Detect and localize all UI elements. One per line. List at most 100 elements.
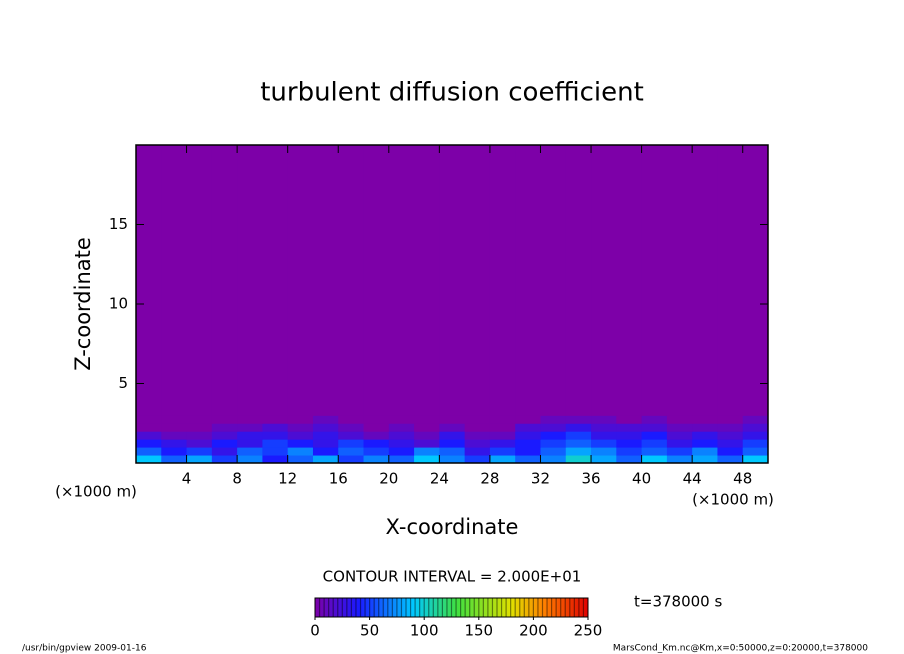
cell xyxy=(186,423,213,432)
cell xyxy=(591,439,617,448)
cell xyxy=(515,455,541,464)
cell xyxy=(591,447,617,456)
cell xyxy=(489,439,516,448)
cell xyxy=(742,145,769,416)
cell xyxy=(464,145,491,416)
cell xyxy=(363,447,390,456)
cell xyxy=(287,447,314,456)
cell xyxy=(136,415,162,424)
y-tick-label: 15 xyxy=(109,215,128,233)
footer-right: MarsCond_Km.nc@Km,x=0:50000,z=0:20000,t=… xyxy=(613,644,868,654)
cell xyxy=(338,455,365,464)
cell xyxy=(237,455,263,464)
cell xyxy=(186,447,213,456)
x-unit-label: (×1000 m) xyxy=(692,491,774,509)
cell xyxy=(262,455,289,464)
cell xyxy=(186,431,213,440)
cell xyxy=(312,423,339,432)
cell xyxy=(489,447,516,456)
cell xyxy=(717,431,744,440)
colorbar xyxy=(315,598,588,617)
cell xyxy=(136,145,162,416)
cell xyxy=(388,415,415,424)
cell xyxy=(287,423,314,432)
cell xyxy=(414,431,440,440)
cell xyxy=(464,439,491,448)
cell xyxy=(186,439,213,448)
x-tick-label: 4 xyxy=(182,470,192,488)
cell xyxy=(616,431,643,440)
cell xyxy=(186,455,213,464)
cell xyxy=(742,447,769,456)
x-tick-label: 12 xyxy=(278,470,297,488)
cell xyxy=(641,431,668,440)
cell xyxy=(591,145,617,416)
cell xyxy=(363,455,390,464)
cell xyxy=(211,431,238,440)
cell xyxy=(262,439,289,448)
cell xyxy=(742,439,769,448)
colorbar-tick-label: 200 xyxy=(519,622,548,640)
x-tick-label: 44 xyxy=(683,470,702,488)
colorbar-frame xyxy=(314,597,589,618)
cell xyxy=(742,431,769,440)
cell xyxy=(641,423,668,432)
cell xyxy=(287,431,314,440)
cell xyxy=(666,439,693,448)
contour-interval: CONTOUR INTERVAL = 2.000E+01 xyxy=(323,568,582,586)
x-unit-label: (×1000 m) xyxy=(55,483,137,501)
x-tick-label: 36 xyxy=(581,470,600,488)
cell xyxy=(717,423,744,432)
cell xyxy=(692,439,718,448)
cell xyxy=(439,145,466,416)
cell xyxy=(742,415,769,424)
cell xyxy=(136,455,162,464)
cell xyxy=(161,431,188,440)
cell xyxy=(439,431,466,440)
cell xyxy=(363,431,390,440)
cell xyxy=(565,447,592,456)
cell xyxy=(287,415,314,424)
cell xyxy=(312,431,339,440)
cell xyxy=(540,447,567,456)
y-tick-label: 10 xyxy=(109,295,128,313)
cell xyxy=(363,439,390,448)
cell xyxy=(717,145,744,416)
cell xyxy=(262,423,289,432)
cell xyxy=(641,447,668,456)
cell xyxy=(414,145,440,416)
cell xyxy=(388,423,415,432)
cell xyxy=(591,455,617,464)
cell xyxy=(540,431,567,440)
colorbar-tick-label: 0 xyxy=(310,622,320,640)
cell xyxy=(136,431,162,440)
cell xyxy=(540,455,567,464)
cell xyxy=(439,439,466,448)
cell xyxy=(312,145,339,416)
cell xyxy=(540,145,567,416)
cell xyxy=(262,145,289,416)
cell xyxy=(666,415,693,424)
cell xyxy=(136,423,162,432)
cell xyxy=(565,415,592,424)
cell xyxy=(338,439,365,448)
cell xyxy=(591,415,617,424)
cell xyxy=(616,423,643,432)
cell xyxy=(186,145,213,416)
cell xyxy=(439,423,466,432)
cell xyxy=(692,431,718,440)
cell xyxy=(363,145,390,416)
cell xyxy=(641,455,668,464)
cell xyxy=(439,455,466,464)
cell xyxy=(540,439,567,448)
cell xyxy=(388,431,415,440)
cell xyxy=(464,447,491,456)
x-tick-label: 24 xyxy=(430,470,449,488)
x-tick-label: 16 xyxy=(329,470,348,488)
cell xyxy=(338,145,365,416)
cell xyxy=(312,415,339,424)
cell xyxy=(237,439,263,448)
cell xyxy=(237,415,263,424)
cell xyxy=(414,455,440,464)
